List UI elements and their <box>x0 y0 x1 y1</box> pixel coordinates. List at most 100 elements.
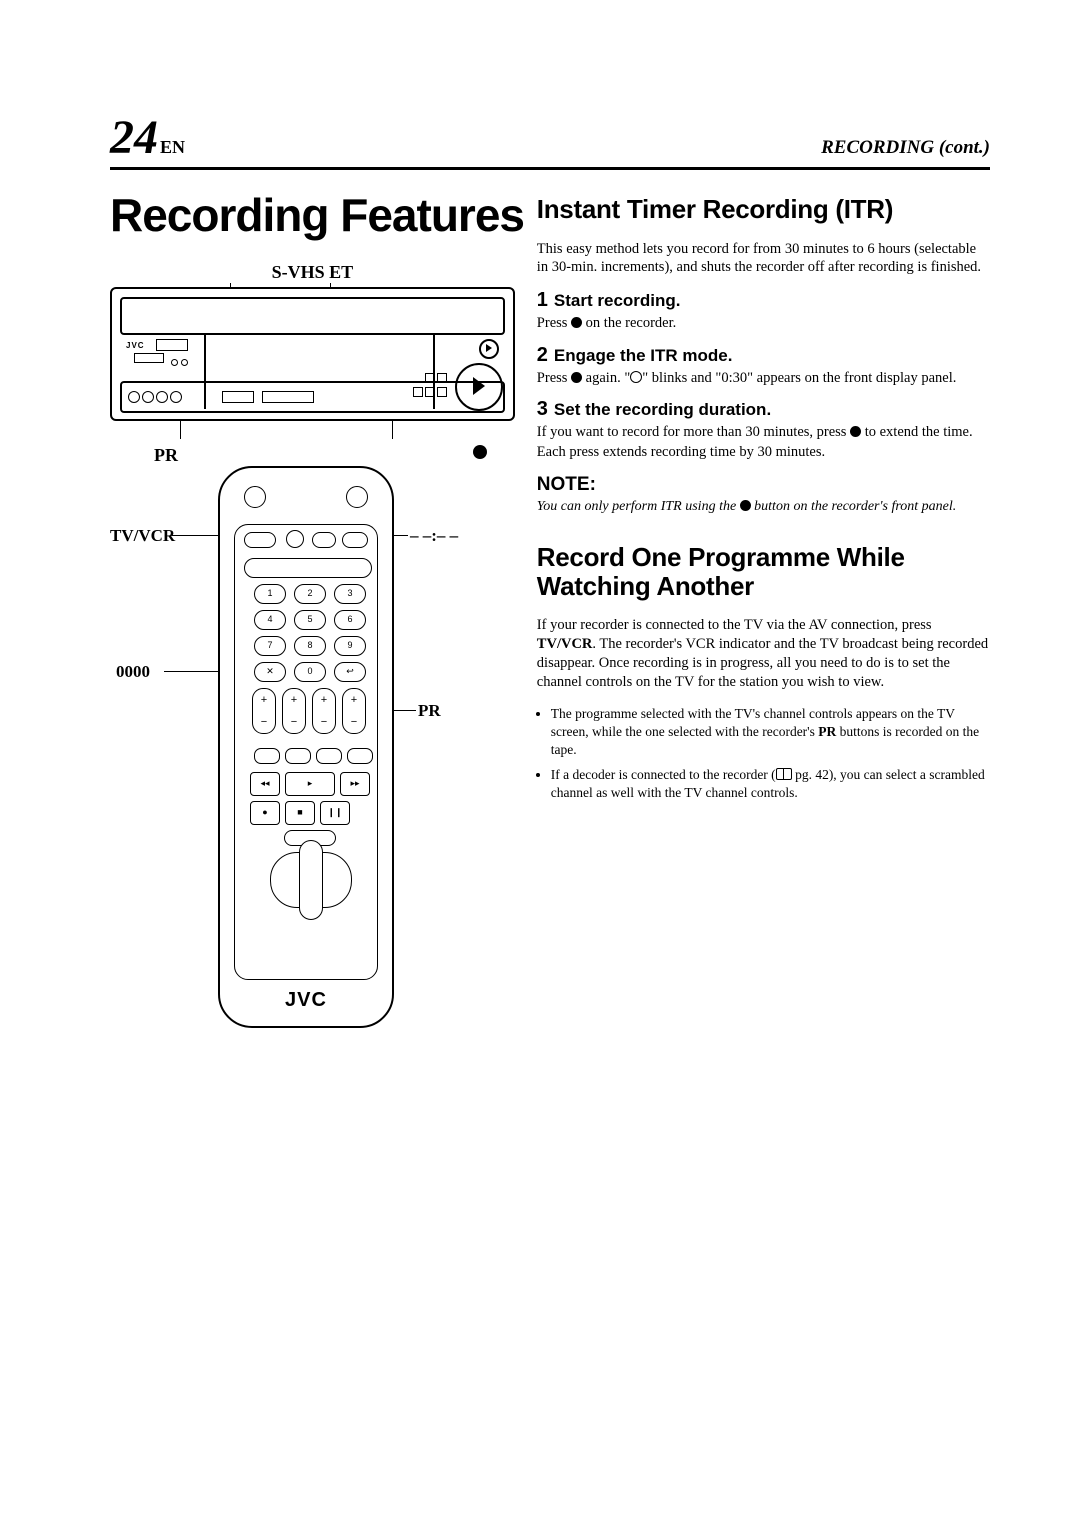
key-6: 6 <box>334 610 366 630</box>
pm-button-icon: +− <box>252 688 276 734</box>
itr-intro: This easy method lets you record for fro… <box>537 240 990 278</box>
pause-button-icon: ❙❙ <box>320 801 350 825</box>
rew-button-icon: ◂◂ <box>250 772 280 796</box>
step1-title: 1Start recording. <box>537 289 990 312</box>
step2-title: 2Engage the ITR mode. <box>537 344 990 367</box>
vcr-callouts: PR <box>110 445 515 466</box>
step1-body: Press on the recorder. <box>537 314 990 334</box>
dpad-icon <box>270 852 352 908</box>
vcr-illustration: JVC <box>110 287 515 421</box>
list-item: If a decoder is connected to the recorde… <box>551 766 990 802</box>
key-enter: ↩ <box>334 662 366 682</box>
record-dot-icon <box>850 426 861 437</box>
step1-title-text: Start recording. <box>554 291 681 310</box>
step3-body: If you want to record for more than 30 m… <box>537 423 990 462</box>
record-dot-icon <box>473 445 487 459</box>
remote-button-icon <box>312 532 336 548</box>
tvvcr-callout-label: TV/VCR <box>110 526 175 546</box>
ropw-heading: Record One Programme While Watching Anot… <box>537 543 990 601</box>
tvvcr-button-icon <box>244 532 276 548</box>
play-button-icon: ▸ <box>285 772 335 796</box>
key-9: 9 <box>334 636 366 656</box>
note-label: NOTE: <box>537 474 990 496</box>
list-item: The programme selected with the TV's cha… <box>551 705 990 760</box>
plusminus-row: +− +− +− +− <box>252 688 366 734</box>
vcr-body: JVC <box>110 287 515 421</box>
timer-circle-icon <box>630 371 642 383</box>
remote-button-icon <box>342 532 368 548</box>
ropw-body: If your recorder is connected to the TV … <box>537 616 990 691</box>
content-columns: Recording Features S-VHS ET JVC <box>110 188 990 1066</box>
rec-button-icon: ● <box>250 801 280 825</box>
power-button-icon <box>244 486 266 508</box>
record-dot-icon <box>740 500 751 511</box>
step2-title-text: Engage the ITR mode. <box>554 346 733 365</box>
main-title: Recording Features <box>110 188 515 242</box>
remote-illustration: TV/VCR 0000 – –:– – PR <box>110 466 515 1066</box>
display-bar-icon <box>244 558 372 578</box>
pr-callout-label: PR <box>154 445 178 466</box>
note-body: You can only perform ITR using the butto… <box>537 498 990 517</box>
color-button-row <box>254 748 373 764</box>
ff-button-icon: ▸▸ <box>340 772 370 796</box>
pagenum-lang: EN <box>160 137 185 157</box>
text: on the recorder. <box>582 315 676 331</box>
pm-pr-button-icon: +− <box>342 688 366 734</box>
cassette-slot <box>120 297 505 335</box>
eject-icon <box>479 339 499 359</box>
key-3: 3 <box>334 584 366 604</box>
text: You can only perform ITR using the <box>537 499 740 514</box>
record-dot-icon <box>571 317 582 328</box>
callout-line <box>180 421 181 439</box>
bottom-panel <box>120 381 505 413</box>
ropw-bullets: The programme selected with the TV's cha… <box>537 705 990 802</box>
stop-button-icon: ■ <box>285 801 315 825</box>
key-7: 7 <box>254 636 286 656</box>
tvvcr-text: TV/VCR <box>537 636 593 652</box>
pagenum-value: 24 <box>110 111 158 164</box>
manual-page: 24EN RECORDING (cont.) Recording Feature… <box>0 0 1080 1126</box>
text: . The recorder's VCR indicator and the T… <box>537 636 988 690</box>
key-5: 5 <box>294 610 326 630</box>
heading-line1: Record One Programme While <box>537 542 905 572</box>
text: " blinks and "0:30" appears on the front… <box>642 370 956 386</box>
time-callout-label: – –:– – <box>410 526 458 546</box>
right-column: Instant Timer Recording (ITR) This easy … <box>537 188 990 1066</box>
step2-body: Press again. " " blinks and "0:30" appear… <box>537 369 990 389</box>
pr-text: PR <box>818 724 836 739</box>
page-ref-icon <box>776 768 792 780</box>
step3-title: 3Set the recording duration. <box>537 398 990 421</box>
tv-power-button-icon <box>346 486 368 508</box>
key-0: 0 <box>294 662 326 682</box>
page-header: 24EN RECORDING (cont.) <box>110 110 990 170</box>
key-cancel: ✕ <box>254 662 286 682</box>
remote-brand: JVC <box>220 989 392 1012</box>
vcr-brand: JVC <box>126 341 145 350</box>
itr-heading: Instant Timer Recording (ITR) <box>537 194 990 225</box>
zeros-callout-label: 0000 <box>116 662 150 682</box>
text: button on the recorder's front panel. <box>751 499 957 514</box>
page-number: 24EN <box>110 110 185 165</box>
text: If you want to record for more than 30 m… <box>537 424 850 440</box>
vcr-display-2 <box>134 353 164 363</box>
step3-title-text: Set the recording duration. <box>554 400 771 419</box>
key-2: 2 <box>294 584 326 604</box>
remote-button-icon <box>286 530 304 548</box>
svhs-et-label: S-VHS ET <box>110 262 515 283</box>
text: If your recorder is connected to the TV … <box>537 617 932 633</box>
remote-body: 123 456 789 ✕ 0 ↩ +− +− +− +− ◂◂ <box>218 466 394 1028</box>
text: again. " <box>582 370 630 386</box>
text: Press <box>537 315 571 331</box>
left-column: Recording Features S-VHS ET JVC <box>110 188 515 1066</box>
key-4: 4 <box>254 610 286 630</box>
numpad: 123 456 789 ✕ 0 ↩ <box>254 584 366 688</box>
key-8: 8 <box>294 636 326 656</box>
vcr-leds <box>168 353 188 371</box>
pm-button-icon: +− <box>312 688 336 734</box>
callout-line <box>392 421 393 439</box>
text: Press <box>537 370 571 386</box>
heading-line2: Watching Another <box>537 571 754 601</box>
record-dot-icon <box>571 372 582 383</box>
key-1: 1 <box>254 584 286 604</box>
text: If a decoder is connected to the recorde… <box>551 767 776 782</box>
